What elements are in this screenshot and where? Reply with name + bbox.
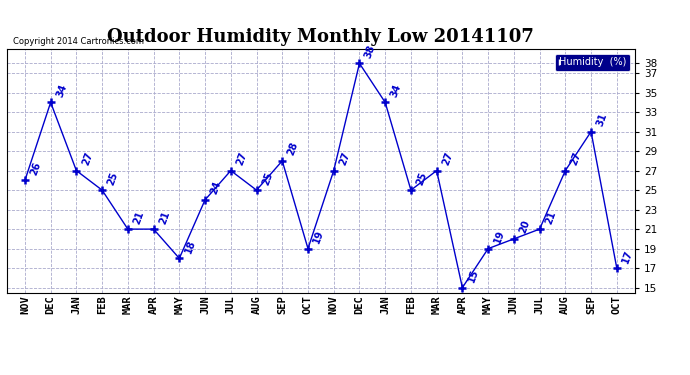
Text: 18: 18	[183, 238, 197, 255]
Text: 26: 26	[29, 160, 43, 177]
Text: 25: 25	[106, 170, 120, 186]
Text: 21: 21	[157, 209, 171, 225]
Title: Outdoor Humidity Monthly Low 20141107: Outdoor Humidity Monthly Low 20141107	[108, 28, 534, 46]
Text: 27: 27	[337, 151, 352, 167]
Text: 34: 34	[55, 82, 68, 99]
Text: 25: 25	[260, 170, 275, 186]
Text: 27: 27	[569, 151, 583, 167]
Text: 34: 34	[389, 82, 403, 99]
Text: Copyright 2014 Cartronics.com: Copyright 2014 Cartronics.com	[13, 38, 144, 46]
Text: 24: 24	[209, 180, 223, 196]
Text: 38: 38	[364, 43, 377, 60]
Text: 21: 21	[544, 209, 558, 225]
Text: 19: 19	[312, 229, 326, 245]
Text: 28: 28	[286, 141, 300, 157]
Text: 17: 17	[620, 248, 635, 264]
Text: 25: 25	[415, 170, 428, 186]
Text: 20: 20	[518, 219, 532, 235]
Text: 31: 31	[595, 112, 609, 128]
Text: 19: 19	[492, 229, 506, 245]
Legend: Humidity  (%): Humidity (%)	[555, 54, 630, 71]
Text: 15: 15	[466, 268, 480, 284]
Text: 27: 27	[80, 151, 95, 167]
Text: 27: 27	[235, 151, 248, 167]
Text: 21: 21	[132, 209, 146, 225]
Text: 27: 27	[440, 151, 455, 167]
